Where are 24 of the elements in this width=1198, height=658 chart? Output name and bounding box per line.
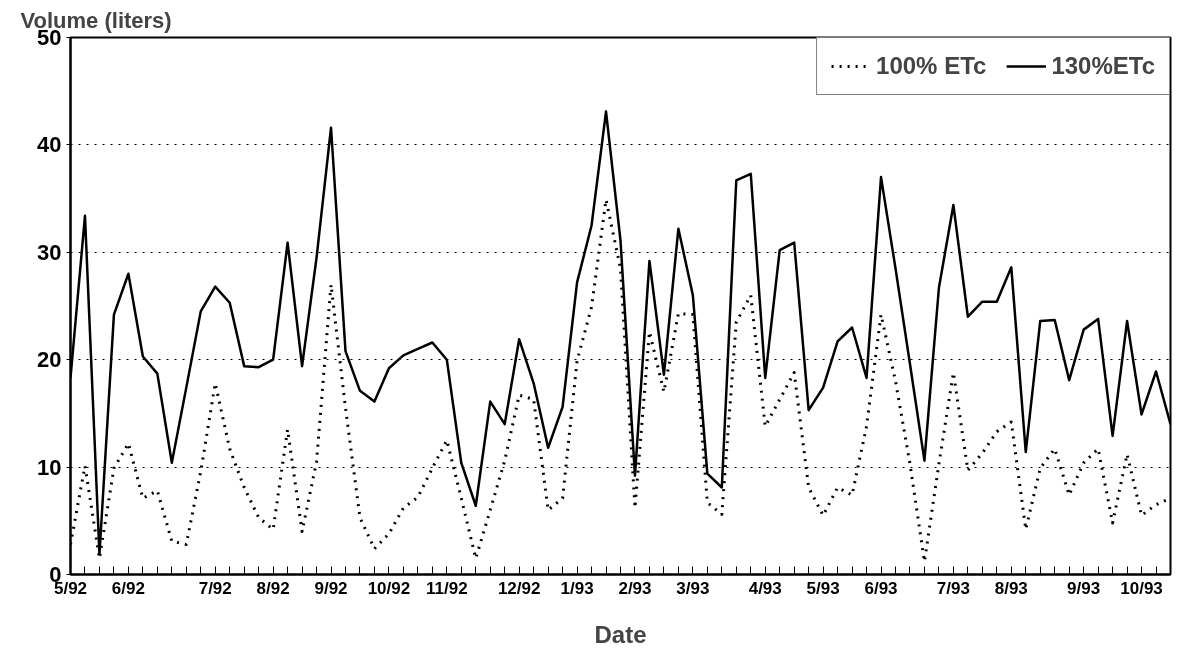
legend-label: 100% ETc	[876, 52, 987, 80]
y-tick-label: 40	[37, 132, 62, 158]
x-tick-label: 1/93	[560, 578, 594, 598]
x-tick-label: 3/93	[676, 578, 710, 598]
x-tick-label: 6/92	[111, 578, 145, 598]
x-tick-label: 4/93	[748, 578, 782, 598]
x-tick-label: 9/92	[314, 578, 348, 598]
x-tick-label: 9/93	[1067, 578, 1101, 598]
y-tick-label: 20	[37, 347, 62, 373]
x-tick-label: 8/92	[256, 578, 290, 598]
x-axis-title: Date	[594, 620, 647, 648]
x-tick-label: 7/93	[936, 578, 970, 598]
x-tick-label: 10/93	[1120, 578, 1163, 598]
x-tick-label: 2/93	[618, 578, 652, 598]
x-tick-label: 12/92	[497, 578, 541, 598]
x-tick-label: 7/92	[198, 578, 232, 598]
x-tick-label: 8/93	[994, 578, 1028, 598]
x-tick-label: 5/93	[806, 578, 840, 598]
x-tick-label: 11/92	[426, 578, 468, 598]
legend-label: 130%ETc	[1051, 52, 1155, 80]
y-tick-label: 10	[37, 454, 62, 480]
y-tick-label: 30	[37, 239, 62, 265]
x-tick-label: 10/92	[367, 578, 411, 598]
x-tick-label: 6/93	[864, 578, 898, 598]
